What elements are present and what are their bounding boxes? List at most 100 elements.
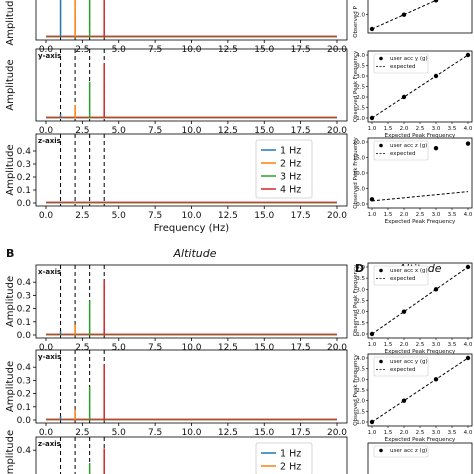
sc-xtick-label-4-3: 2.5 [416,430,425,436]
xtick-label-4-8: 20.0 [327,428,347,438]
ylabel-0: Amplitude [5,0,16,46]
sc-legend-label-4-0: user acc y (g) [390,359,428,365]
xtick-label-1-6: 15.0 [254,126,274,136]
sc-xtick-label-2-4: 3.0 [432,212,441,218]
scatter-point-1-2 [433,73,439,79]
xtick-label-4-7: 17.5 [291,428,311,438]
sc-legend-box-5 [373,445,429,458]
sc-legend-box-4 [373,356,429,377]
xtick-label-2-7: 17.5 [291,211,311,221]
xtick-label-1-4: 10.0 [181,126,201,136]
scatter-point-3-0 [369,331,375,337]
sc-ytick-label-2-1: 5.0 [356,187,365,193]
legend-label-5-0: 1 Hz [280,449,301,460]
sc-xtick-label-3-2: 2.0 [400,342,409,348]
xtick-label-3-1: 2.5 [75,343,89,353]
sc-legend-box-2 [373,140,429,161]
xtick-label-0-5: 12.5 [218,45,238,55]
sc-xtick-label-1-0: 1.0 [368,126,377,132]
sc-xtick-label-1-1: 1.5 [384,126,393,132]
sc-ytick-label-1-6: 4.0 [356,53,365,59]
sc-xtick-label-2-0: 1.0 [368,212,377,218]
ylabel-2: Amplitude [5,144,16,195]
sc-ytick-label-4-6: 4.0 [356,356,365,362]
xtick-label-1-2: 5.0 [112,126,127,136]
sc-xtick-label-3-1: 1.5 [384,342,393,348]
sc-ylabel-0: Observed P [353,6,359,38]
xtick-label-4-1: 2.5 [75,428,89,438]
expected-line-0 [371,0,438,30]
xtick-label-4-2: 5.0 [112,428,127,438]
scatter-point-3-2 [433,287,439,292]
sc-legend-label-4-1: expected [390,367,415,373]
sc-xtick-label-4-5: 3.5 [448,430,457,436]
xtick-label-2-4: 10.0 [181,211,201,221]
xtick-label-2-8: 20.0 [327,211,347,221]
scatter-point-2-2 [433,146,439,151]
legend-label-5-1: 2 Hz [280,462,301,473]
sc-ylabel-3: Observed Peak Frequency [353,264,359,336]
scatter-point-4-2 [433,377,439,382]
axis-annotation-1: y-axis [38,52,61,60]
ytick-label-3-1: 0.1 [17,318,31,328]
xtick-label-3-2: 5.0 [112,343,127,353]
ytick-label-4-3: 0.3 [17,376,31,386]
xtick-label-2-0: 0.0 [39,211,54,221]
sc-legend-label-3-1: expected [390,276,415,282]
sc-ytick-label-1-4: 3.0 [356,74,365,80]
sc-xlabel-1: Expected Peak Frequency [385,133,456,139]
sc-ytick-label-3-2: 2.0 [356,310,365,316]
xtick-label-4-3: 7.5 [148,428,162,438]
sc-ytick-label-0-0: 2.0 [356,13,365,19]
scatter-point-4-0 [369,419,375,425]
sc-xtick-label-4-1: 1.5 [384,430,393,436]
xtick-label-1-3: 7.5 [148,126,162,136]
sc-legend-label-5-0: user acc z (g) [390,448,427,454]
ytick-label-5-0: 0.4 [17,446,32,456]
scatter-point-2-3 [465,141,471,146]
ylabel-4: Amplitude [5,361,16,412]
ylabel-3: Amplitude [5,276,16,327]
sc-ytick-label-2-0: 0.0 [356,202,365,208]
xtick-label-2-2: 5.0 [112,211,127,221]
scatter-point-1-0 [369,115,375,121]
panel-b-letter: B [6,247,14,260]
ytick-label-4-0: 0.0 [17,416,32,426]
scatter-point-0-1 [401,12,407,17]
ytick-label-2-2: 0.2 [17,173,31,183]
ytick-label-3-0: 0.0 [17,331,32,341]
legend-label-2-1: 2 Hz [280,159,301,170]
spectrum-axes-5 [35,436,348,474]
ytick-label-3-2: 0.2 [17,305,31,315]
xtick-label-2-6: 15.0 [254,211,274,221]
xtick-label-3-5: 12.5 [218,343,238,353]
panel-b-title: Altitude [173,247,217,260]
sc-ytick-label-1-5: 3.5 [356,64,365,70]
xtick-label-1-1: 2.5 [75,126,89,136]
sc-ytick-label-2-4: 20.0 [353,140,366,146]
sc-xtick-label-3-6: 4.0 [464,342,473,348]
sc-ytick-label-1-3: 2.5 [356,85,365,91]
xtick-label-0-3: 7.5 [148,45,162,55]
xtick-label-1-5: 12.5 [218,126,238,136]
sc-ytick-label-1-1: 1.5 [356,106,365,112]
scatter-point-2-0 [369,197,375,202]
sc-ytick-label-2-3: 15.0 [353,156,366,162]
sc-legend-label-1-0: user acc y (g) [390,56,428,62]
xlabel-2: Frequency (Hz) [154,223,230,234]
xtick-label-4-5: 12.5 [218,428,238,438]
sc-xtick-label-4-2: 2.0 [400,430,409,436]
sc-ylabel-1: Observed Peak Frequency [353,50,359,122]
sc-xtick-label-4-0: 1.0 [368,430,377,436]
panel-d-letter: D [355,262,364,275]
sc-legend-marker-3 [379,268,383,273]
sc-xtick-label-2-1: 1.5 [384,212,393,218]
xtick-label-1-0: 0.0 [39,126,54,136]
scatter-point-4-1 [401,398,407,403]
xtick-label-4-0: 0.0 [39,428,54,438]
sc-legend-label-1-1: expected [390,64,415,70]
scatter-point-3-3 [465,264,471,270]
sc-xtick-label-3-0: 1.0 [368,342,377,348]
scatter-point-1-3 [465,52,471,58]
